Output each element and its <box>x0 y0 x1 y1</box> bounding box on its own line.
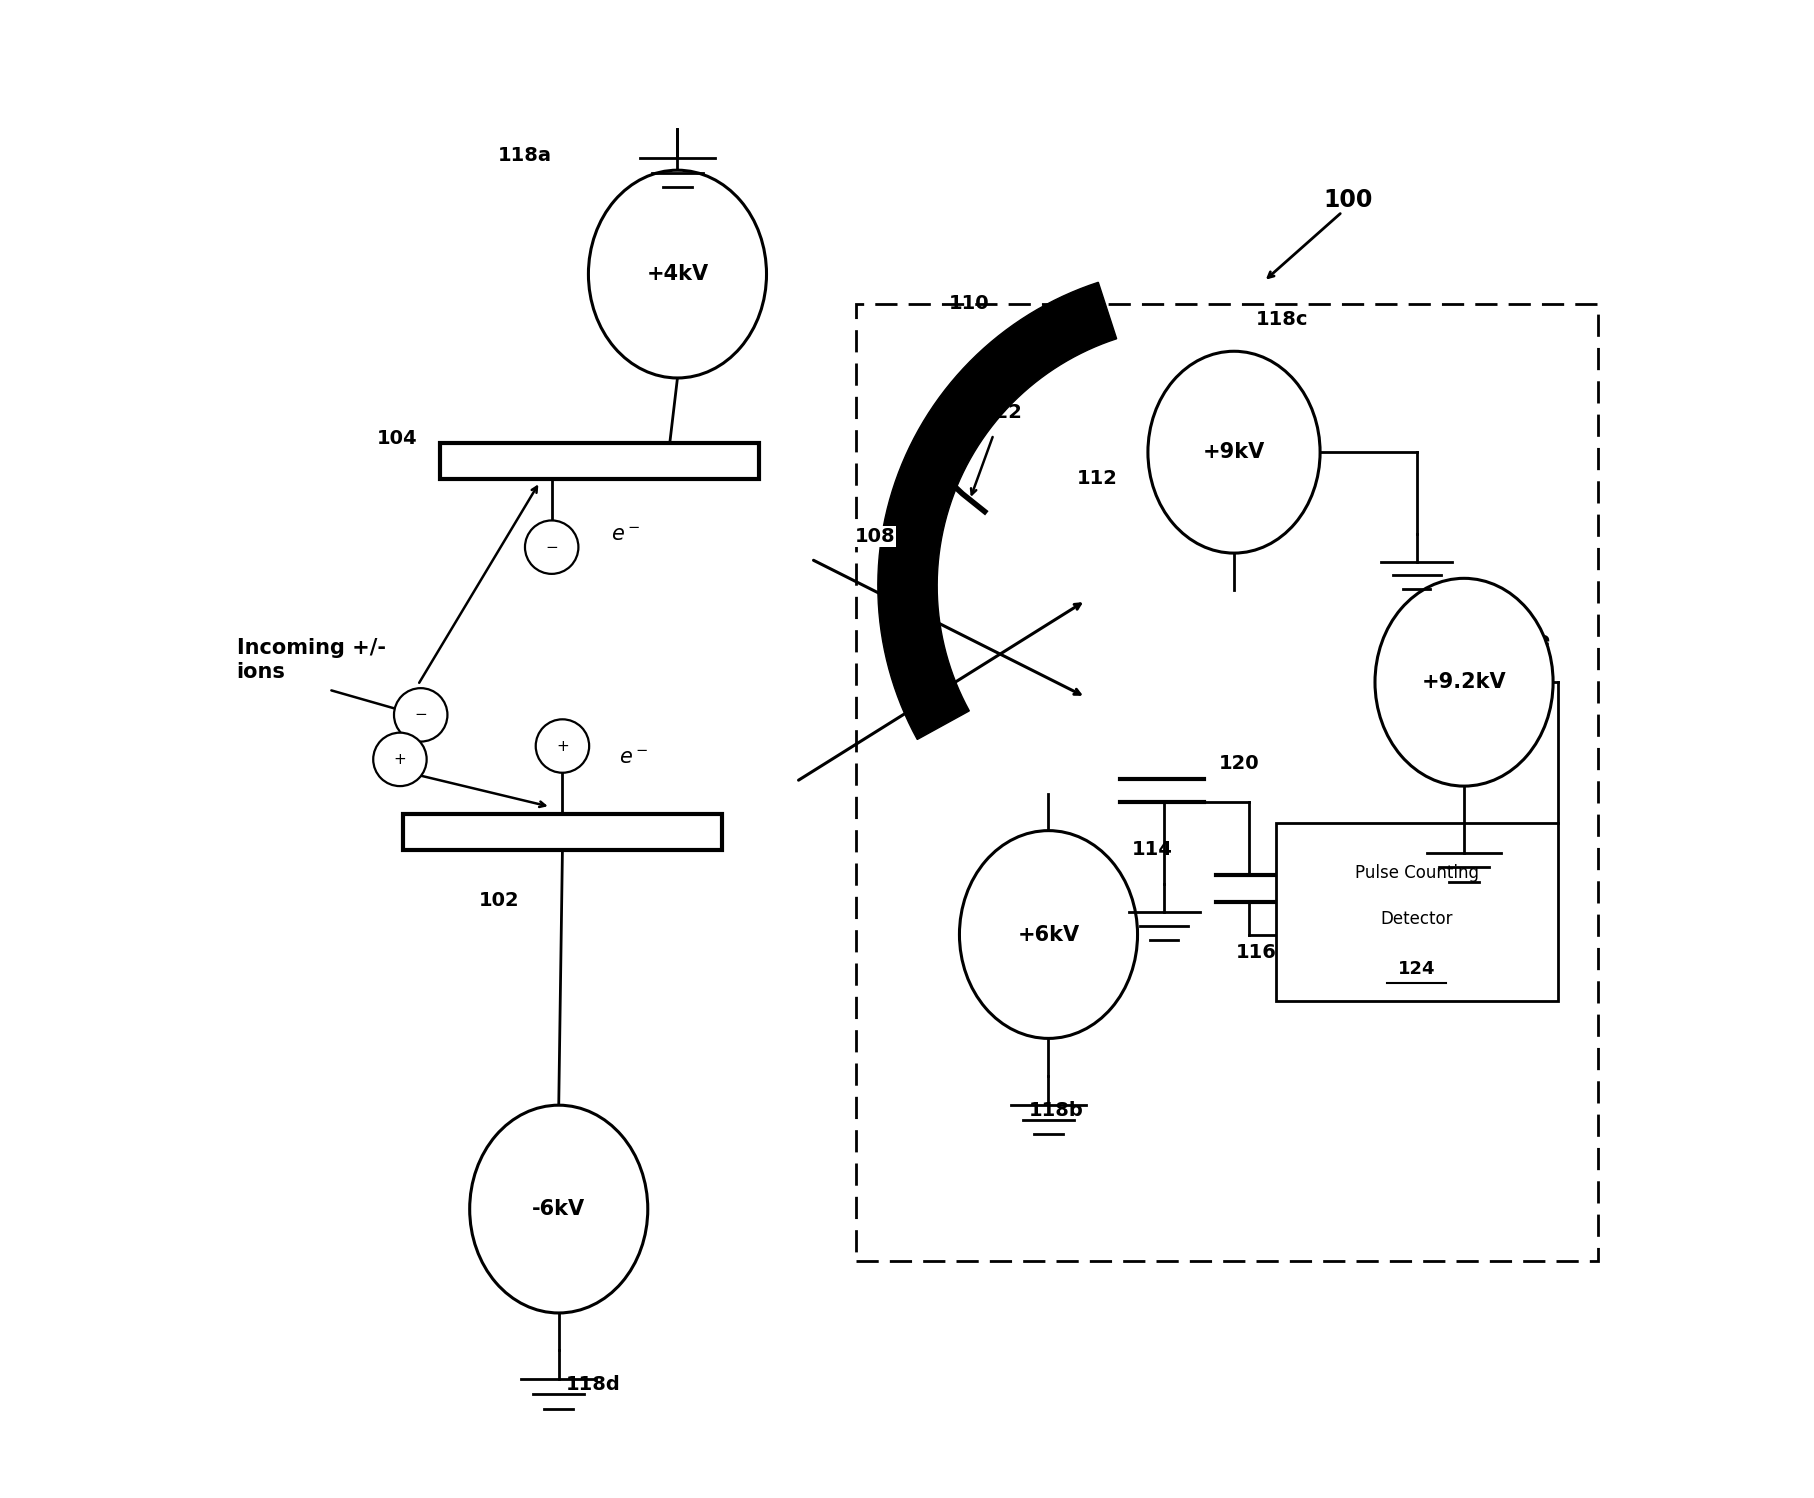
Bar <box>403 815 722 849</box>
Text: +4kV: +4kV <box>646 264 707 285</box>
Text: -6kV: -6kV <box>532 1198 584 1219</box>
Text: Pulse Counting: Pulse Counting <box>1353 864 1478 882</box>
Text: 118a: 118a <box>497 145 551 165</box>
Text: +: + <box>394 752 406 767</box>
Text: 104: 104 <box>377 430 417 448</box>
Text: +6kV: +6kV <box>1018 924 1079 945</box>
Bar <box>1275 824 1556 1001</box>
Text: Incoming +/-
ions: Incoming +/- ions <box>236 638 385 682</box>
Text: $e^-$: $e^-$ <box>619 748 648 768</box>
Text: 124: 124 <box>1397 960 1435 978</box>
Bar <box>439 443 758 479</box>
Text: 108: 108 <box>854 527 894 547</box>
Text: +9.2kV: +9.2kV <box>1420 673 1506 692</box>
Text: +9kV: +9kV <box>1203 442 1264 463</box>
Text: 102: 102 <box>479 891 519 911</box>
Ellipse shape <box>1375 578 1553 786</box>
Ellipse shape <box>588 171 766 377</box>
Text: +: + <box>555 739 568 753</box>
Text: 116: 116 <box>1235 944 1275 962</box>
Circle shape <box>374 733 426 786</box>
Text: 118c: 118c <box>1255 310 1308 330</box>
Circle shape <box>535 719 590 773</box>
Ellipse shape <box>1146 351 1319 553</box>
Polygon shape <box>878 282 1116 740</box>
Text: $e^-$: $e^-$ <box>611 526 640 545</box>
Text: 114: 114 <box>1132 839 1172 858</box>
Text: Detector: Detector <box>1379 911 1451 929</box>
Text: 120: 120 <box>1219 755 1259 773</box>
Text: −: − <box>414 707 426 722</box>
Text: 100: 100 <box>1322 187 1371 211</box>
Text: 122: 122 <box>981 403 1021 422</box>
Text: 112: 112 <box>1076 469 1117 488</box>
Text: 118e: 118e <box>1497 631 1551 650</box>
Text: 118b: 118b <box>1029 1101 1083 1119</box>
Text: 110: 110 <box>949 294 989 313</box>
Circle shape <box>524 520 579 574</box>
Ellipse shape <box>470 1106 648 1312</box>
Text: 118d: 118d <box>566 1375 620 1395</box>
Ellipse shape <box>960 830 1137 1038</box>
Bar <box>854 304 1596 1261</box>
Text: −: − <box>544 539 557 554</box>
Circle shape <box>394 688 448 742</box>
